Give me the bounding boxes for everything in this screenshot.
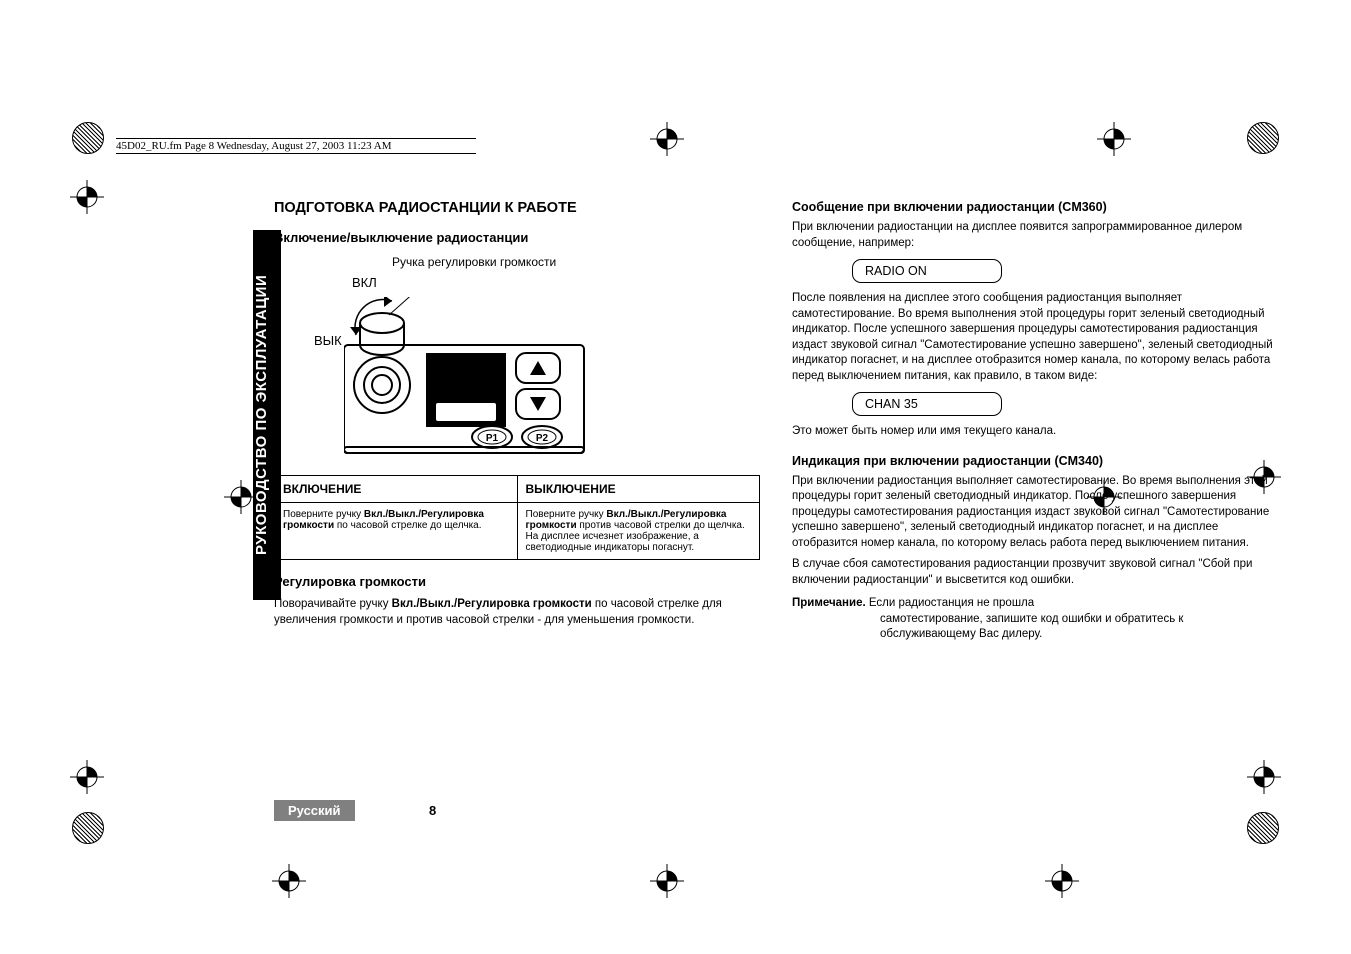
registration-mark bbox=[1045, 864, 1079, 898]
printer-mark-tr bbox=[1247, 122, 1279, 154]
td-off: Поверните ручку Вкл./Выкл./Регулировка г… bbox=[517, 503, 760, 560]
registration-mark bbox=[272, 864, 306, 898]
p-cm360-body: После появления на дисплее этого сообщен… bbox=[792, 291, 1278, 384]
page-header: 45D02_RU.fm Page 8 Wednesday, August 27,… bbox=[116, 138, 476, 154]
heading-cm340: Индикация при включении радиостанции (CM… bbox=[792, 454, 1278, 468]
note-block: Примечание. Если радиостанция не прошла … bbox=[792, 596, 1278, 643]
footer-page-number: 8 bbox=[429, 803, 436, 818]
registration-mark bbox=[70, 180, 104, 214]
heading-volume: Регулировка громкости bbox=[274, 574, 760, 589]
lcd-chan: CHAN 35 bbox=[852, 392, 1002, 416]
note-text-first: Если радиостанция не прошла bbox=[869, 597, 1034, 609]
radio-illustration: P1 P2 bbox=[344, 297, 594, 467]
p-cm340-body: При включении радиостанция выполняет сам… bbox=[792, 474, 1278, 552]
registration-mark bbox=[650, 864, 684, 898]
p-cm340-fail: В случае сбоя самотестирования радиостан… bbox=[792, 557, 1278, 588]
th-off: ВЫКЛЮЧЕНИЕ bbox=[517, 476, 760, 503]
footer-language: Русский bbox=[274, 800, 355, 821]
registration-mark bbox=[650, 122, 684, 156]
left-column: ПОДГОТОВКА РАДИОСТАНЦИИ К РАБОТЕ Включен… bbox=[274, 200, 760, 643]
page-footer: Русский 8 bbox=[274, 800, 1274, 822]
label-p2: P2 bbox=[536, 433, 549, 444]
heading-power: Включение/выключение радиостанции bbox=[274, 230, 760, 245]
heading-main: ПОДГОТОВКА РАДИОСТАНЦИИ К РАБОТЕ bbox=[274, 200, 760, 216]
th-on: ВКЛЮЧЕНИЕ bbox=[275, 476, 518, 503]
p-chan-note: Это может быть номер или имя текущего ка… bbox=[792, 424, 1278, 440]
power-table: ВКЛЮЧЕНИЕ ВЫКЛЮЧЕНИЕ Поверните ручку Вкл… bbox=[274, 475, 760, 560]
note-text-rest: самотестирование, запишите код ошибки и … bbox=[880, 612, 1278, 643]
label-on: ВКЛ bbox=[352, 275, 377, 290]
page-content: ПОДГОТОВКА РАДИОСТАНЦИИ К РАБОТЕ Включен… bbox=[274, 200, 1278, 643]
lcd-radio-on: RADIO ON bbox=[852, 259, 1002, 283]
right-column: Сообщение при включении радиостанции (CM… bbox=[792, 200, 1278, 643]
label-p1: P1 bbox=[486, 433, 499, 444]
volume-body: Поворачивайте ручку Вкл./Выкл./Регулиров… bbox=[274, 597, 760, 628]
registration-mark bbox=[1247, 760, 1281, 794]
registration-mark bbox=[1097, 122, 1131, 156]
radio-diagram: Ручка регулировки громкости ВКЛ ВЫК bbox=[274, 255, 760, 465]
printer-mark-tl bbox=[72, 122, 104, 154]
registration-mark bbox=[70, 760, 104, 794]
label-volume-knob: Ручка регулировки громкости bbox=[392, 255, 556, 269]
label-off: ВЫК bbox=[314, 333, 342, 348]
heading-cm360: Сообщение при включении радиостанции (CM… bbox=[792, 200, 1278, 214]
td-on: Поверните ручку Вкл./Выкл./Регулировка г… bbox=[275, 503, 518, 560]
note-label: Примечание. bbox=[792, 597, 866, 609]
p-cm360-intro: При включении радиостанции на дисплее по… bbox=[792, 220, 1278, 251]
printer-mark-bl bbox=[72, 812, 104, 844]
